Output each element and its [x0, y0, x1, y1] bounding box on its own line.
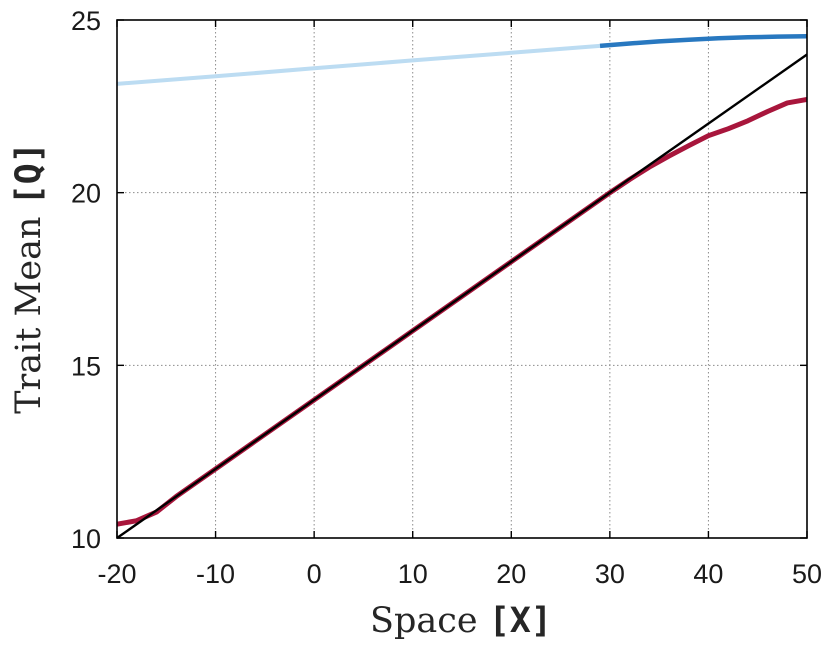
- plot-frame: [116, 19, 808, 539]
- y-tick-label: 20: [71, 179, 101, 209]
- x-tick-label: 40: [693, 559, 723, 589]
- series-line-3: [116, 96, 808, 527]
- x-tick-label: 20: [496, 559, 526, 589]
- grid-lines: [117, 20, 807, 538]
- y-axis-label: Trait Mean [Q]: [9, 142, 49, 414]
- x-tick-label: 10: [398, 559, 428, 589]
- y-tick-label: 25: [71, 6, 101, 36]
- series-line-4: [116, 53, 808, 539]
- x-tick-label: -10: [196, 559, 235, 589]
- y-tick-label: 10: [71, 524, 101, 554]
- series-line-2: [599, 33, 808, 49]
- x-axis-label: Space [X]: [370, 601, 552, 641]
- x-tick-label: 30: [595, 559, 625, 589]
- x-tick-label: 0: [307, 559, 322, 589]
- x-axis-unit: [X]: [489, 601, 552, 641]
- y-axis-label-text: Trait Mean: [9, 205, 49, 413]
- tick-marks: [116, 19, 808, 539]
- series-line-1: [116, 43, 601, 86]
- x-axis-label-text: Space: [370, 601, 489, 641]
- x-tick-label: 50: [792, 559, 822, 589]
- y-axis-unit: [Q]: [9, 142, 49, 205]
- y-tick-labels: 10 15 20 25: [71, 6, 101, 554]
- x-tick-label: -20: [97, 559, 136, 589]
- y-tick-label: 15: [71, 351, 101, 381]
- x-tick-labels: -20 -10 0 10 20 30 40 50: [97, 559, 822, 589]
- series-layer: [116, 33, 808, 539]
